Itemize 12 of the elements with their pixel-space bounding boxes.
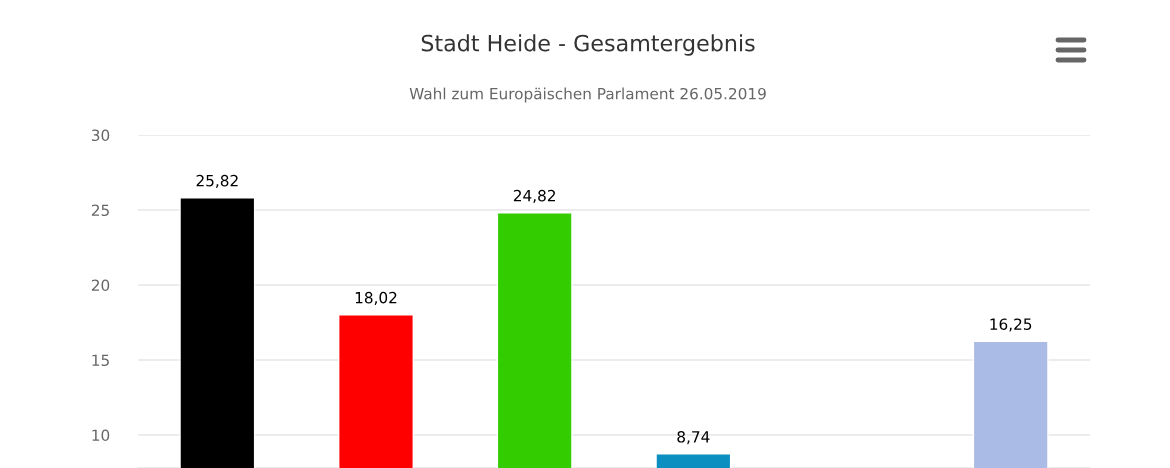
y-tick-label: 15 xyxy=(92,354,109,367)
data-label: 16,25 xyxy=(990,318,1032,332)
y-tick-label: 20 xyxy=(91,279,110,292)
chart-title: Stadt Heide - Gesamtergebnis xyxy=(421,34,755,56)
data-label: 24,82 xyxy=(513,189,556,203)
y-tick-label: 10 xyxy=(92,429,110,442)
data-label: 8,74 xyxy=(677,431,710,445)
data-label: 18,02 xyxy=(355,291,397,305)
y-tick-label: 30 xyxy=(91,129,110,142)
y-tick-label: 25 xyxy=(91,204,109,217)
chart-subtitle: Wahl zum Europäischen Parlament 26.05.2019 xyxy=(409,87,766,103)
data-label: 25,82 xyxy=(196,174,238,188)
